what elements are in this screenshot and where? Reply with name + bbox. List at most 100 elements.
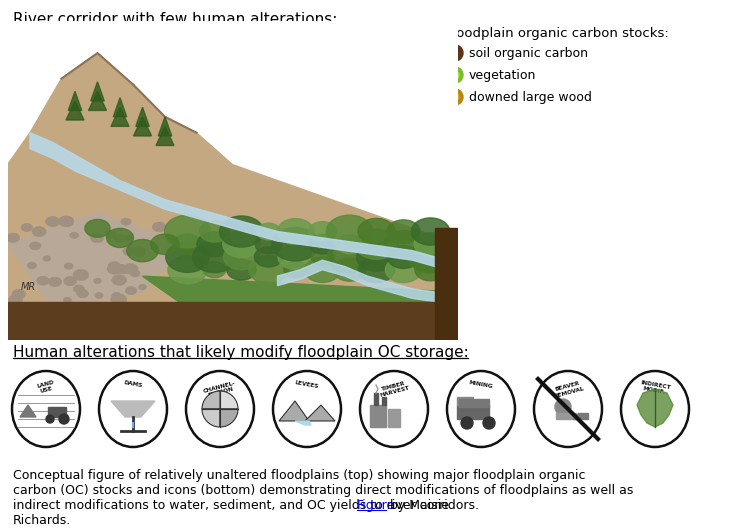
Circle shape <box>91 234 104 243</box>
Circle shape <box>64 263 74 269</box>
Circle shape <box>483 417 495 429</box>
Circle shape <box>387 220 420 243</box>
Text: Human alterations that likely modify floodplain OC storage:: Human alterations that likely modify flo… <box>13 345 469 360</box>
Circle shape <box>131 247 146 256</box>
Circle shape <box>30 242 41 250</box>
Circle shape <box>116 265 128 274</box>
Polygon shape <box>573 413 588 419</box>
Circle shape <box>356 229 398 259</box>
Circle shape <box>272 227 320 261</box>
Polygon shape <box>111 107 129 126</box>
Text: Figure: Figure <box>357 499 395 512</box>
Circle shape <box>278 219 314 244</box>
Text: River corridor with few human alterations:: River corridor with few human alteration… <box>13 12 338 27</box>
Text: LAND
USE: LAND USE <box>36 380 56 395</box>
Circle shape <box>151 234 179 254</box>
Circle shape <box>326 215 373 248</box>
Circle shape <box>415 259 446 281</box>
Circle shape <box>111 294 127 305</box>
Text: Richards.: Richards. <box>13 514 71 527</box>
Circle shape <box>106 228 134 247</box>
Circle shape <box>74 269 88 280</box>
Circle shape <box>411 218 450 245</box>
Polygon shape <box>156 126 174 145</box>
Circle shape <box>94 278 101 284</box>
Text: Floodplain organic carbon stocks:: Floodplain organic carbon stocks: <box>445 27 669 40</box>
Text: soil organic carbon: soil organic carbon <box>469 47 588 59</box>
Circle shape <box>555 399 571 415</box>
Polygon shape <box>278 260 458 305</box>
Polygon shape <box>158 117 172 136</box>
Circle shape <box>451 71 459 79</box>
Polygon shape <box>30 133 457 270</box>
Circle shape <box>220 216 263 247</box>
Circle shape <box>226 259 256 280</box>
Bar <box>374 393 378 405</box>
Polygon shape <box>459 399 489 407</box>
Polygon shape <box>134 117 152 136</box>
Circle shape <box>168 256 207 284</box>
Circle shape <box>121 218 131 225</box>
Circle shape <box>46 217 60 227</box>
Circle shape <box>37 276 50 285</box>
Polygon shape <box>8 302 458 340</box>
Polygon shape <box>88 91 106 110</box>
Circle shape <box>12 289 26 299</box>
Polygon shape <box>202 409 220 427</box>
Circle shape <box>197 232 232 256</box>
Circle shape <box>311 249 334 265</box>
Circle shape <box>127 239 158 262</box>
Ellipse shape <box>360 371 428 447</box>
Circle shape <box>336 235 363 254</box>
Polygon shape <box>637 389 673 427</box>
Circle shape <box>309 235 336 254</box>
Text: TIMBER
HARVEST: TIMBER HARVEST <box>378 380 410 398</box>
Ellipse shape <box>447 371 515 447</box>
Circle shape <box>76 289 88 298</box>
Circle shape <box>447 45 463 61</box>
Circle shape <box>255 235 282 254</box>
Bar <box>388 409 400 427</box>
Polygon shape <box>136 107 149 126</box>
Circle shape <box>203 262 226 278</box>
Polygon shape <box>91 82 104 101</box>
Circle shape <box>166 242 209 272</box>
Polygon shape <box>279 401 309 421</box>
Bar <box>48 407 66 417</box>
Circle shape <box>327 241 372 273</box>
Text: LEVEES: LEVEES <box>295 380 320 389</box>
Circle shape <box>278 245 313 269</box>
Polygon shape <box>220 409 238 427</box>
Circle shape <box>95 293 104 298</box>
Bar <box>457 405 489 419</box>
Circle shape <box>308 221 337 242</box>
Circle shape <box>249 256 288 284</box>
Circle shape <box>107 264 122 274</box>
Circle shape <box>117 264 127 271</box>
Polygon shape <box>111 401 155 417</box>
Text: MR: MR <box>21 282 36 292</box>
Circle shape <box>64 277 76 286</box>
Circle shape <box>200 221 230 242</box>
Ellipse shape <box>12 371 80 447</box>
Circle shape <box>74 285 84 293</box>
Circle shape <box>304 257 340 282</box>
Circle shape <box>46 415 54 423</box>
Circle shape <box>408 241 453 273</box>
Circle shape <box>358 257 394 282</box>
Bar <box>457 397 473 405</box>
Circle shape <box>358 218 395 245</box>
Text: by Maisie: by Maisie <box>386 499 449 512</box>
Circle shape <box>105 230 116 238</box>
Ellipse shape <box>273 371 341 447</box>
Circle shape <box>43 256 51 261</box>
Circle shape <box>224 244 260 270</box>
Bar <box>382 397 386 405</box>
Circle shape <box>85 219 110 237</box>
Circle shape <box>356 243 397 271</box>
Circle shape <box>447 89 463 105</box>
Circle shape <box>49 277 62 286</box>
Text: vegetation: vegetation <box>469 68 536 81</box>
Ellipse shape <box>186 371 254 447</box>
Polygon shape <box>435 228 457 340</box>
